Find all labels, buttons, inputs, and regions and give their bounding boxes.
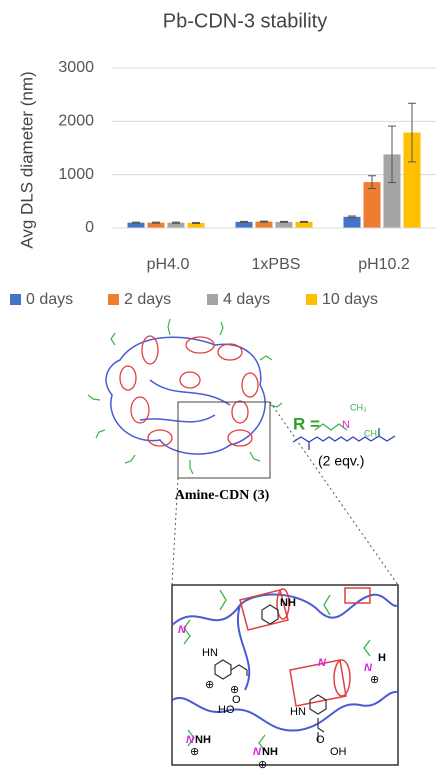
structure-label: O [232,694,241,706]
structure-label: O [316,734,325,746]
r-group-atom: CH₃ [364,428,381,438]
chart-title: Pb-CDN-3 stability [163,10,327,32]
network-overview [87,318,283,479]
zoom-box [171,584,399,766]
bar [235,221,253,228]
y-tick-label: 1000 [58,166,94,183]
legend-label: 10 days [322,291,378,308]
error-bar [132,221,140,224]
structure-label: ⊕ [230,684,239,696]
error-bar [280,220,288,223]
structure-label: HN [202,647,218,659]
structure-label: N [186,734,195,746]
acrylate-structure [292,428,396,450]
error-bar [192,221,200,224]
y-tick-label: 2000 [58,113,94,130]
structure-label: HO [218,704,235,716]
structure-label: ⊕ [190,746,199,758]
legend-label: 2 days [124,291,171,308]
x-tick-label: 1xPBS [252,256,301,273]
bar [343,216,361,228]
structure-label: ⊕ [205,679,214,691]
structure-label: NH [262,746,278,758]
error-bar [300,220,308,223]
y-axis-label: Avg DLS diameter (nm) [17,71,36,248]
bar [255,221,273,228]
zoom-lines [171,401,399,586]
bar [127,222,145,228]
bar [147,222,165,228]
x-tick-label: pH10.2 [358,256,410,273]
bar [383,154,401,228]
legend-swatch [306,294,317,305]
legend-swatch [10,294,21,305]
structure-label: NH [195,734,211,746]
error-bar [408,102,416,163]
structure-label: NH [280,597,296,609]
legend-label: 4 days [223,291,270,308]
legend-label: 0 days [26,291,73,308]
bar [167,222,185,228]
legend-swatch [207,294,218,305]
bar [187,222,205,228]
structure-label: N [364,662,373,674]
structure-label: N [318,657,327,669]
structure-label: HN [290,706,306,718]
structure-label: OH [330,746,347,758]
x-tick-label: pH4.0 [147,256,190,273]
r-label: R = [293,414,320,433]
error-bar [368,175,376,190]
bar [363,182,381,228]
y-tick-label: 3000 [58,59,94,76]
legend-swatch [108,294,119,305]
r-group-chain [314,423,348,431]
error-bar [348,215,356,219]
structure-label: ⊕ [370,674,379,686]
bar [295,221,313,228]
error-bar [240,220,248,223]
equiv-label: (2 eqv.) [318,453,364,469]
structure-label: H [378,652,386,664]
error-bar [260,220,268,223]
caption: Amine-CDN (3) [175,488,270,503]
y-tick-label: 0 [85,219,94,236]
structure-label: N [253,746,262,758]
structure-label: N [178,624,187,636]
error-bar [172,221,180,224]
r-group-atom: N [342,419,350,431]
error-bar [152,221,160,224]
structure-label: ⊕ [258,759,267,770]
error-bar [388,125,396,184]
r-group-atom: CH₃ [350,402,367,412]
bar [403,132,421,228]
bar [275,221,293,228]
